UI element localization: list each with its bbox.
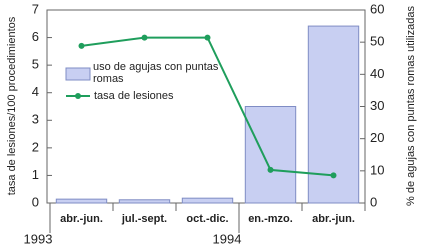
legend-label: tasa de lesiones [94,90,174,102]
x-tick-label: abr.-jun. [312,213,355,225]
y-tick-label: 5 [32,57,39,72]
legend-label-box: uso de agujas con puntas romas [93,61,219,85]
line-marker [78,42,85,49]
y2-tick-label: 20 [370,130,384,145]
year-label: 1993 [24,231,53,246]
line-marker [141,34,148,41]
legend-marker [75,93,81,99]
legend-label: uso de agujas con puntas romas [93,61,219,85]
y2-tick-label: 10 [370,162,384,177]
line-marker [267,166,274,173]
y2-tick-label: 30 [370,98,384,113]
x-tick-label: en.-mzo. [248,213,293,225]
y2-tick-label: 50 [370,34,384,49]
y-tick-label: 3 [32,112,39,127]
y2-tick-label: 40 [370,66,384,81]
y-axis-title: tasa de lesiones/100 procedimientos [6,16,18,195]
x-tick-label: jul.-sept. [121,213,167,225]
y2-tick-label: 0 [370,194,377,209]
y-tick-label: 4 [32,84,39,99]
legend-swatch [65,67,91,81]
y-tick-label: 1 [32,167,39,182]
line-marker [330,172,337,179]
y-tick-label: 7 [32,1,39,16]
line-marker [204,34,211,41]
y2-axis-title: % de agujas con puntas romas utilizadas [405,6,417,206]
year-label: 1994 [213,231,242,246]
y-tick-label: 6 [32,29,39,44]
y2-tick-label: 60 [370,1,384,16]
bar [181,197,234,204]
x-tick-label: abr.-jun. [60,213,103,225]
y-tick-label: 2 [32,139,39,154]
bar [55,198,108,204]
y-tick-label: 0 [32,194,39,209]
bar [244,106,297,204]
x-tick-label: oct.-dic. [186,213,228,225]
bar [118,199,171,204]
